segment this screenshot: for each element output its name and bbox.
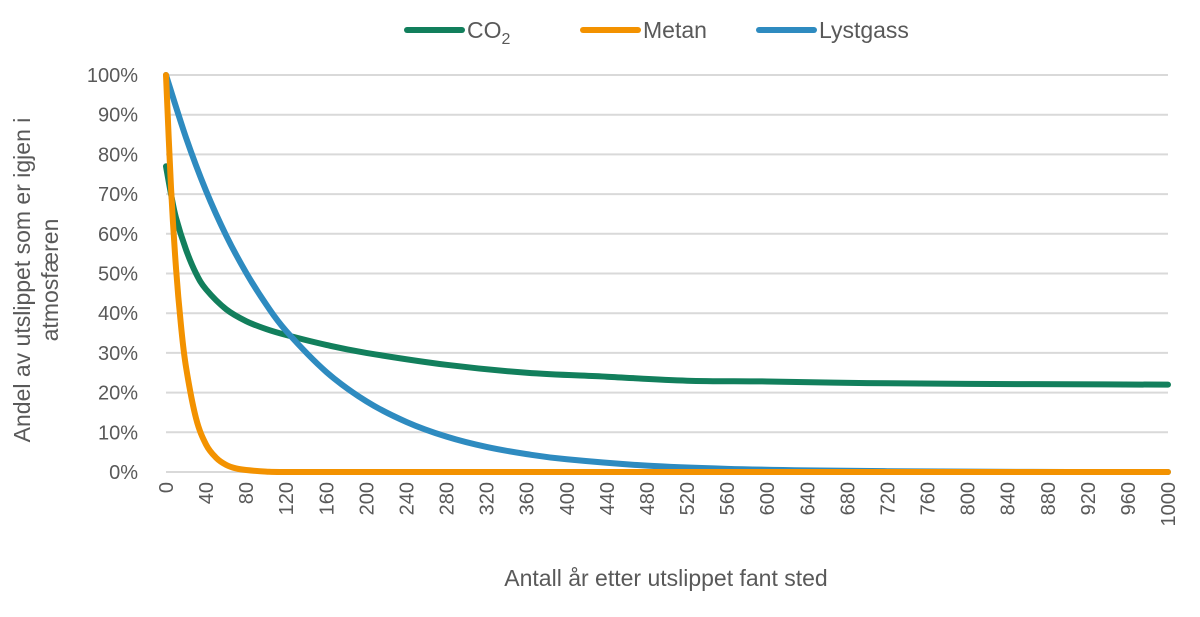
x-tick-label: 880 [1038, 482, 1060, 515]
x-tick-label: 40 [196, 482, 218, 504]
legend-item-lystgass: Lystgass [756, 17, 909, 43]
x-tick-label: 200 [356, 482, 378, 515]
x-tick-label: 680 [837, 482, 859, 515]
y-tick-label: 60% [98, 224, 138, 246]
legend-item-co: CO2 [404, 17, 511, 48]
x-tick-label: 640 [797, 482, 819, 515]
series-line-co [163, 163, 1171, 388]
x-tick-label: 560 [717, 482, 739, 515]
x-tick-label: 120 [276, 482, 298, 515]
y-tick-label: 20% [98, 383, 138, 405]
x-tick-label: 0 [156, 482, 178, 493]
x-tick-label: 920 [1078, 482, 1100, 515]
x-tick-label: 720 [877, 482, 899, 515]
legend-label: Metan [643, 17, 707, 43]
y-axis-ticks: 0% 10% 20% 30% 40% 50% 60% 70% 80% 90% 100% [87, 65, 138, 484]
y-tick-label: 70% [98, 184, 138, 206]
y-tick-label: 50% [98, 264, 138, 286]
x-tick-label: 280 [437, 482, 459, 515]
x-tick-label: 760 [918, 482, 940, 515]
x-tick-label: 320 [477, 482, 499, 515]
series-lines [163, 72, 1171, 476]
y-tick-label: 100% [87, 65, 138, 87]
x-tick-label: 240 [396, 482, 418, 515]
legend-label: CO2 [467, 17, 511, 48]
gridlines [166, 74, 1168, 473]
y-tick-label: 90% [98, 105, 138, 127]
x-axis-title: Antall år etter utslippet fant sted [504, 565, 827, 591]
x-tick-label: 600 [757, 482, 779, 515]
x-tick-label: 1000 [1158, 482, 1180, 527]
y-tick-label: 0% [109, 462, 138, 484]
x-tick-label: 520 [677, 482, 699, 515]
y-axis-title-line-1: Andel av utslippet som er igjen i [9, 118, 35, 443]
y-tick-label: 40% [98, 303, 138, 325]
y-tick-label: 30% [98, 343, 138, 365]
legend-label: Lystgass [819, 17, 909, 43]
x-tick-label: 840 [998, 482, 1020, 515]
x-tick-label: 160 [316, 482, 338, 515]
x-tick-label: 960 [1118, 482, 1140, 515]
x-tick-label: 400 [557, 482, 579, 515]
legend-item-metan: Metan [580, 17, 707, 43]
legend: CO2 Metan Lystgass [404, 17, 909, 48]
x-axis-ticks: 0 40 80 120 160 200 240 280 320 360 400 440 480 520 56… [156, 482, 1180, 527]
x-tick-label: 360 [517, 482, 539, 515]
y-tick-label: 80% [98, 144, 138, 166]
series-line-metan [163, 72, 1171, 476]
x-tick-label: 80 [236, 482, 258, 504]
y-axis-title-line-2: atmosfæren [37, 219, 63, 342]
x-tick-label: 800 [958, 482, 980, 515]
x-tick-label: 480 [637, 482, 659, 515]
y-tick-label: 10% [98, 422, 138, 444]
x-tick-label: 440 [597, 482, 619, 515]
y-axis-title: Andel av utslippet som er igjen i atmosf… [9, 118, 63, 443]
